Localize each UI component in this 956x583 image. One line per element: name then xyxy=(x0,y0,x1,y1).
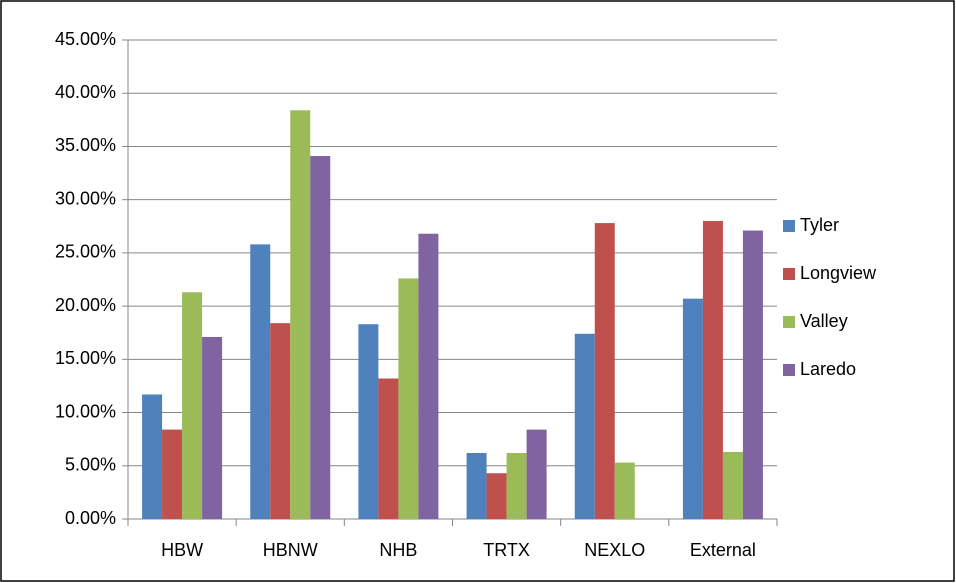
x-tick-label: HBNW xyxy=(263,540,318,560)
legend-swatch xyxy=(783,220,795,232)
bar xyxy=(574,333,595,519)
bar xyxy=(594,223,615,519)
y-tick-label: 25.00% xyxy=(55,242,116,262)
y-tick-label: 15.00% xyxy=(55,348,116,368)
y-tick-label: 0.00% xyxy=(65,508,116,528)
y-tick-label: 10.00% xyxy=(55,401,116,421)
bar xyxy=(398,278,419,519)
legend-swatch xyxy=(783,364,795,376)
bar xyxy=(418,233,439,519)
bar xyxy=(466,453,487,519)
bar xyxy=(310,156,331,519)
legend-label: Laredo xyxy=(800,359,856,379)
legend-label: Valley xyxy=(800,311,848,331)
bar xyxy=(250,244,271,519)
bar xyxy=(270,323,291,519)
x-tick-label: TRTX xyxy=(483,540,530,560)
legend-swatch xyxy=(783,268,795,280)
bar xyxy=(202,336,223,519)
x-tick-label: NEXLO xyxy=(584,540,645,560)
bar xyxy=(378,378,399,519)
legend-label: Longview xyxy=(800,263,877,283)
legend-swatch xyxy=(783,316,795,328)
x-tick-label: NHB xyxy=(379,540,417,560)
bar xyxy=(290,110,311,520)
x-tick-label: HBW xyxy=(161,540,203,560)
bar xyxy=(742,230,763,519)
bar xyxy=(486,473,507,519)
legend-label: Tyler xyxy=(800,215,839,235)
bar xyxy=(526,429,547,519)
y-tick-label: 40.00% xyxy=(55,82,116,102)
y-tick-label: 45.00% xyxy=(55,29,116,49)
bar xyxy=(142,394,163,519)
bar xyxy=(162,429,183,519)
y-tick-label: 35.00% xyxy=(55,135,116,155)
bar xyxy=(614,462,635,519)
y-tick-label: 30.00% xyxy=(55,188,116,208)
x-tick-label: External xyxy=(690,540,756,560)
bar xyxy=(702,220,723,519)
y-tick-label: 20.00% xyxy=(55,295,116,315)
bar xyxy=(358,324,379,519)
bar xyxy=(722,451,743,519)
y-tick-label: 5.00% xyxy=(65,455,116,475)
bar xyxy=(182,292,203,519)
bar xyxy=(682,298,703,519)
bar xyxy=(506,453,527,519)
